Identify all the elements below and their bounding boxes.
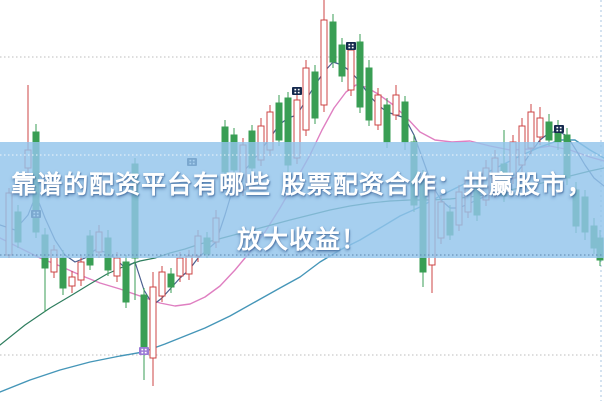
trade-marker [554, 125, 564, 133]
trade-marker-dot [556, 129, 559, 132]
candle-body-down [356, 41, 364, 108]
candle-body-up [374, 94, 382, 126]
trade-marker-dot [559, 126, 562, 129]
candle-body-up [77, 261, 85, 281]
banner-headline: 靠谱的配资平台有哪些 股票配资合作：共赢股市， [11, 170, 593, 199]
candle-body-down [545, 121, 553, 141]
candle-body-up [149, 286, 157, 359]
candle-body-down [365, 67, 373, 121]
candle-body-down [401, 101, 409, 143]
candle-body-up [68, 276, 76, 287]
trade-marker [346, 42, 356, 50]
trade-marker [292, 87, 302, 95]
candle-body-up [320, 19, 328, 106]
candle-body-down [383, 104, 391, 143]
trade-marker [139, 347, 149, 355]
trade-marker-dot [351, 43, 354, 46]
trade-marker-dot [144, 348, 147, 351]
trade-marker-dot [348, 43, 351, 46]
candle-body-up [113, 257, 121, 277]
candle-body-down [59, 257, 67, 289]
candle-body-up [392, 94, 400, 116]
trade-marker-dot [556, 126, 559, 129]
trade-marker-dot [297, 88, 300, 91]
trade-marker-dot [348, 46, 351, 49]
banner-subline: 放大收益！ [236, 225, 367, 254]
trade-marker-dot [559, 129, 562, 132]
trade-marker-dot [294, 91, 297, 94]
candle-body-up [302, 67, 310, 131]
candle-body-up [536, 117, 544, 138]
trade-marker-dot [294, 88, 297, 91]
trade-marker-dot [297, 91, 300, 94]
candle-body-up [176, 257, 184, 277]
candle-body-down [338, 44, 346, 77]
trade-marker-dot [141, 351, 144, 354]
candle-body-down [122, 261, 130, 303]
candle-body-down [167, 273, 175, 288]
candle-body-down [140, 294, 148, 353]
trade-marker-dot [351, 46, 354, 49]
trade-marker-dot [141, 348, 144, 351]
banner-overlay [0, 142, 604, 258]
candle-body-up [347, 49, 355, 91]
candle-body-down [329, 21, 337, 63]
candle-body-down [275, 102, 283, 141]
trade-marker-dot [144, 351, 147, 354]
candle-body-up [158, 271, 166, 297]
candle-body-down [311, 71, 319, 119]
candle-body-up [185, 255, 193, 275]
